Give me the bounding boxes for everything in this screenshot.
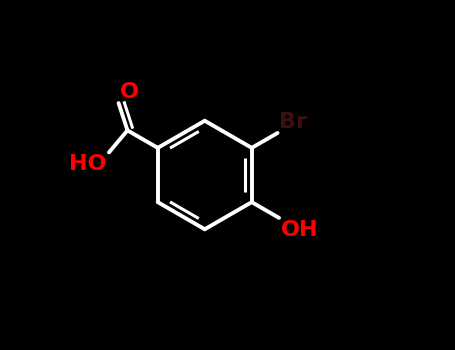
Text: Br: Br	[279, 112, 307, 132]
Text: OH: OH	[281, 220, 318, 240]
Text: HO: HO	[69, 154, 106, 174]
Text: O: O	[120, 82, 139, 102]
